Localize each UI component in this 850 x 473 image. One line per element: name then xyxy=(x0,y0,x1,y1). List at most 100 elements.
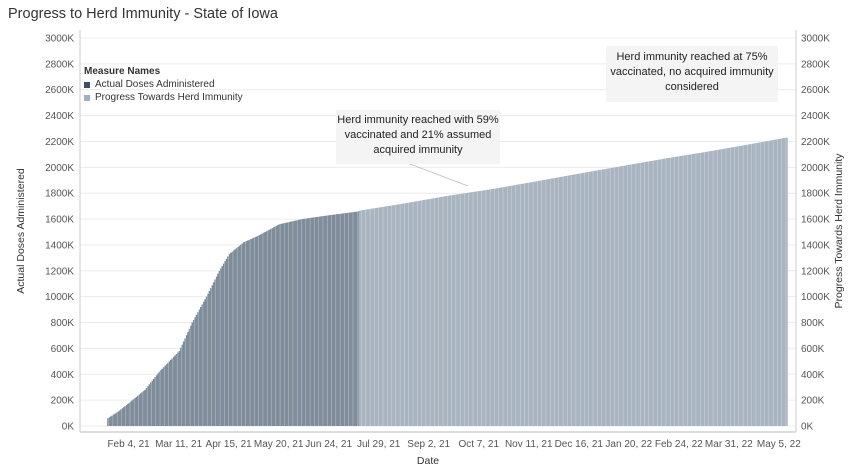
bar[interactable] xyxy=(593,171,595,426)
bar[interactable] xyxy=(115,412,118,426)
bar[interactable] xyxy=(667,158,670,426)
bar[interactable] xyxy=(281,223,284,426)
bar[interactable] xyxy=(665,158,668,426)
bar[interactable] xyxy=(147,386,149,426)
bar[interactable] xyxy=(755,143,758,426)
bar[interactable] xyxy=(673,157,675,426)
bar[interactable] xyxy=(198,309,201,426)
bar[interactable] xyxy=(578,173,581,426)
bar[interactable] xyxy=(181,344,184,426)
bar[interactable] xyxy=(763,141,765,426)
bar[interactable] xyxy=(711,150,714,426)
bar[interactable] xyxy=(760,142,763,426)
bar[interactable] xyxy=(455,194,458,426)
bar[interactable] xyxy=(320,216,322,426)
bar[interactable] xyxy=(634,163,637,426)
bar[interactable] xyxy=(615,167,618,426)
bar[interactable] xyxy=(598,170,601,426)
bar[interactable] xyxy=(432,198,435,426)
bar[interactable] xyxy=(434,198,437,426)
bar[interactable] xyxy=(761,141,764,426)
bar[interactable] xyxy=(267,230,269,426)
bar[interactable] xyxy=(298,219,301,426)
bar[interactable] xyxy=(540,180,542,426)
bar[interactable] xyxy=(114,413,117,426)
bar[interactable] xyxy=(465,192,468,426)
bar[interactable] xyxy=(205,296,208,426)
bar[interactable] xyxy=(567,175,570,426)
bar[interactable] xyxy=(227,256,229,426)
bar[interactable] xyxy=(414,201,417,426)
bar[interactable] xyxy=(513,185,515,426)
bar[interactable] xyxy=(358,210,361,426)
bar[interactable] xyxy=(525,183,528,426)
bar[interactable] xyxy=(671,157,674,426)
bar[interactable] xyxy=(244,241,247,426)
bar[interactable] xyxy=(352,212,355,426)
bar[interactable] xyxy=(382,206,385,426)
bar[interactable] xyxy=(735,146,738,426)
bar[interactable] xyxy=(132,399,135,426)
bar[interactable] xyxy=(607,168,610,427)
bar[interactable] xyxy=(743,145,745,427)
bar[interactable] xyxy=(631,164,634,427)
bar[interactable] xyxy=(730,147,733,426)
bar[interactable] xyxy=(664,158,667,426)
bar[interactable] xyxy=(125,404,128,426)
bar[interactable] xyxy=(214,279,217,426)
bar[interactable] xyxy=(453,194,455,426)
bar[interactable] xyxy=(445,196,448,426)
bar[interactable] xyxy=(698,152,701,427)
bar[interactable] xyxy=(660,159,663,426)
bar[interactable] xyxy=(338,213,341,426)
bar[interactable] xyxy=(450,195,452,426)
bar[interactable] xyxy=(278,224,281,426)
bar[interactable] xyxy=(614,167,617,426)
bar[interactable] xyxy=(272,227,275,426)
bar[interactable] xyxy=(172,356,175,426)
bar[interactable] xyxy=(555,177,558,426)
bar[interactable] xyxy=(601,169,604,427)
bar[interactable] xyxy=(663,158,665,426)
bar[interactable] xyxy=(307,218,310,426)
bar[interactable] xyxy=(420,200,422,426)
bar[interactable] xyxy=(695,153,698,426)
bar[interactable] xyxy=(297,220,300,426)
bar[interactable] xyxy=(781,138,784,426)
bar[interactable] xyxy=(645,161,648,426)
bar[interactable] xyxy=(681,155,684,427)
bar[interactable] xyxy=(184,338,187,426)
bar[interactable] xyxy=(247,240,249,426)
bar[interactable] xyxy=(268,229,271,426)
bar[interactable] xyxy=(737,146,740,426)
bar[interactable] xyxy=(344,213,347,426)
bar[interactable] xyxy=(534,181,537,426)
bar[interactable] xyxy=(190,325,192,426)
bar[interactable] xyxy=(770,140,773,426)
bar[interactable] xyxy=(505,186,508,426)
bar[interactable] xyxy=(571,174,574,426)
bar[interactable] xyxy=(340,213,342,426)
bar[interactable] xyxy=(728,147,731,426)
bar[interactable] xyxy=(780,138,783,426)
bar[interactable] xyxy=(753,143,755,426)
bar[interactable] xyxy=(120,409,122,426)
bar[interactable] xyxy=(212,282,215,426)
bar[interactable] xyxy=(685,155,688,426)
bar[interactable] xyxy=(398,204,401,426)
bar[interactable] xyxy=(367,209,370,426)
bar[interactable] xyxy=(421,200,424,426)
bar[interactable] xyxy=(140,393,142,426)
bar[interactable] xyxy=(258,235,261,426)
bar[interactable] xyxy=(717,149,720,427)
bar[interactable] xyxy=(288,221,291,426)
bar[interactable] xyxy=(704,152,707,426)
bar[interactable] xyxy=(630,164,632,426)
bar[interactable] xyxy=(734,146,737,426)
bar[interactable] xyxy=(574,174,577,426)
bar[interactable] xyxy=(354,211,357,426)
bar[interactable] xyxy=(488,189,491,426)
bar[interactable] xyxy=(560,176,562,426)
bar[interactable] xyxy=(151,380,154,426)
bar[interactable] xyxy=(451,195,454,426)
